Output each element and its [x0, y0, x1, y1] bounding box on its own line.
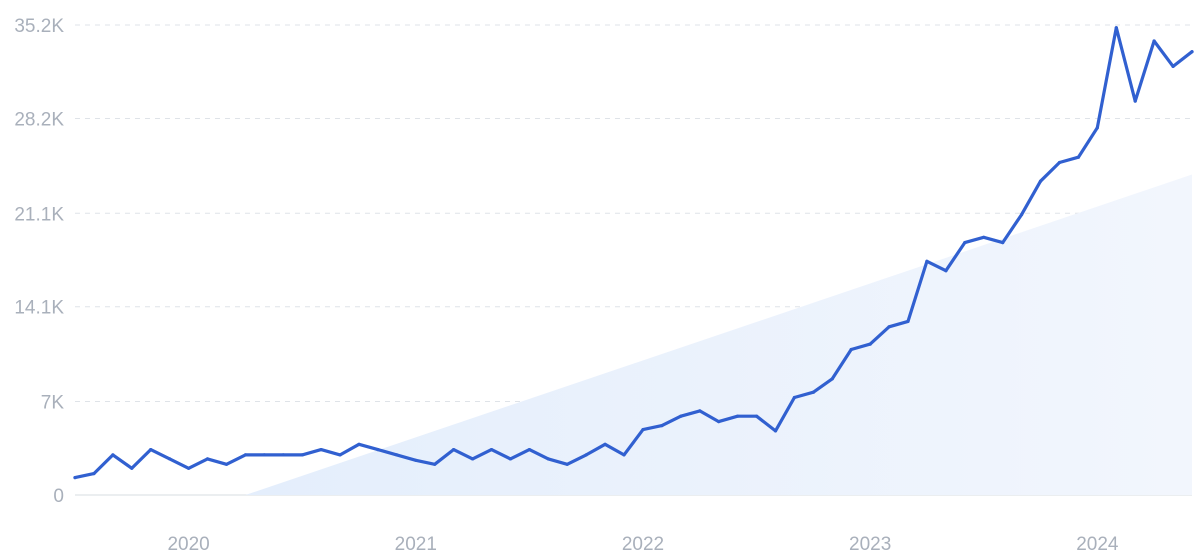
x-tick-label: 2023: [849, 534, 891, 555]
y-axis: 0 7K 14.1K 21.1K 28.2K 35.2K: [14, 16, 64, 507]
data-point: [622, 453, 626, 457]
data-point: [281, 453, 285, 457]
data-point: [224, 462, 229, 466]
y-tick-label: 21.1K: [14, 204, 64, 225]
data-point: [736, 414, 740, 418]
data-point: [168, 457, 172, 461]
data-point: [205, 457, 210, 461]
data-point: [1171, 64, 1175, 68]
x-tick-label: 2020: [167, 534, 209, 555]
data-point: [963, 241, 967, 245]
data-point: [1152, 39, 1156, 43]
data-point: [300, 453, 304, 457]
y-tick-label: 14.1K: [14, 298, 64, 319]
data-point: [698, 409, 702, 413]
data-point: [925, 259, 929, 263]
data-point: [830, 377, 834, 381]
data-point: [660, 424, 664, 428]
data-point: [773, 429, 778, 433]
y-tick-label: 35.2K: [14, 16, 64, 37]
x-tick-label: 2022: [622, 534, 664, 555]
y-tick-label: 7K: [41, 393, 65, 414]
data-point: [717, 420, 721, 424]
data-point: [376, 448, 380, 452]
data-point: [755, 414, 759, 418]
data-point: [1133, 99, 1137, 103]
series-line: [73, 26, 1194, 480]
data-point: [452, 448, 456, 452]
data-point: [792, 395, 797, 400]
data-point: [1020, 213, 1024, 217]
data-point: [414, 458, 418, 462]
trend-band: [245, 174, 1192, 495]
data-point: [546, 457, 550, 461]
data-point: [1001, 241, 1005, 245]
data-point: [1038, 179, 1043, 183]
data-point: [944, 269, 948, 273]
data-point: [111, 453, 115, 457]
data-points: [73, 26, 1194, 480]
y-tick-label: 0: [53, 486, 64, 507]
data-point: [1076, 155, 1080, 159]
data-point: [471, 457, 475, 461]
data-point: [508, 457, 512, 461]
data-point: [187, 466, 191, 470]
data-point: [982, 235, 986, 239]
data-point: [433, 462, 437, 466]
data-point: [1057, 160, 1062, 165]
data-point: [887, 325, 891, 329]
series: [73, 26, 1194, 480]
data-point: [603, 442, 607, 446]
x-tick-label: 2021: [395, 534, 437, 555]
y-tick-label: 28.2K: [14, 109, 64, 130]
data-point: [1114, 26, 1118, 30]
data-point: [868, 342, 872, 346]
data-point: [319, 448, 323, 452]
data-point: [679, 414, 683, 418]
data-point: [1190, 50, 1194, 54]
data-point: [357, 442, 361, 446]
data-point: [565, 462, 569, 466]
data-point: [906, 319, 910, 323]
data-point: [395, 453, 399, 457]
data-point: [130, 466, 134, 470]
data-point: [73, 476, 77, 480]
data-point: [584, 453, 588, 457]
x-axis: 2020 2021 2022 2023 2024: [167, 534, 1118, 555]
x-tick-label: 2024: [1076, 534, 1119, 555]
data-point: [243, 453, 247, 457]
data-point: [149, 448, 153, 452]
data-point: [811, 390, 816, 394]
data-point: [527, 448, 532, 452]
data-point: [338, 453, 342, 457]
data-point: [489, 448, 494, 452]
trend-band-area: [245, 174, 1192, 495]
data-point: [262, 453, 266, 457]
data-point: [849, 347, 853, 352]
data-point: [92, 472, 96, 476]
data-point: [641, 428, 645, 432]
data-point: [1095, 126, 1099, 130]
